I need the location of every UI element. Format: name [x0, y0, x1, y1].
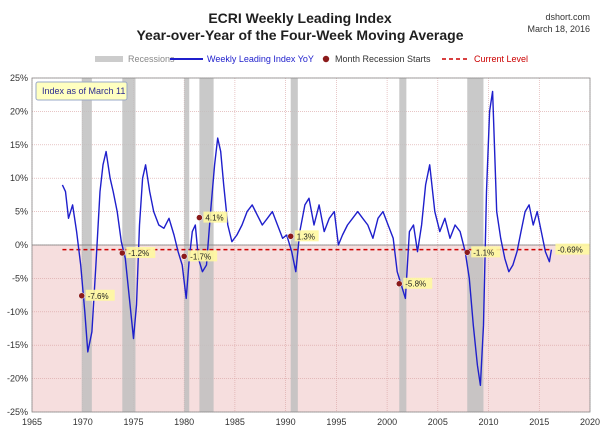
- note-box-text: Index as of March 11: [42, 86, 125, 96]
- x-tick-label: 1995: [326, 417, 346, 427]
- date-label: March 18, 2016: [527, 24, 590, 34]
- positive-region: [32, 78, 590, 245]
- y-tick-label: -20%: [7, 374, 28, 384]
- recession-start-marker: [396, 280, 403, 287]
- data-label: -5.8%: [405, 280, 426, 289]
- y-tick-label: 10%: [10, 173, 28, 183]
- data-label-bg: [85, 289, 115, 301]
- recession-start-marker: [463, 249, 471, 256]
- x-tick-label: 2015: [529, 417, 549, 427]
- data-label-bg: [403, 277, 433, 289]
- series-line: [61, 90, 553, 386]
- data-label: -1.7%: [190, 252, 211, 261]
- recession-start-marker: [196, 214, 203, 221]
- y-tick-label: -10%: [7, 307, 28, 317]
- legend-recession-swatch: [95, 56, 123, 62]
- x-tick-label: 1980: [174, 417, 194, 427]
- current-level-label-bg: [555, 243, 590, 255]
- data-label: -1.1%: [473, 248, 494, 257]
- data-label: 1.3%: [297, 232, 315, 241]
- chart-subtitle: Year-over-Year of the Four-Week Moving A…: [136, 27, 463, 43]
- x-tick-label: 2020: [580, 417, 600, 427]
- note-box: Index as of March 11: [35, 81, 128, 101]
- x-tick-label: 1985: [225, 417, 245, 427]
- x-tick-label: 1975: [123, 417, 143, 427]
- x-tick-label: 1965: [22, 417, 42, 427]
- plot-area: -7.6% -1.2% -1.7% 4.1% 1.3% -5.8% -1.1% -0.69% -…: [7, 73, 600, 427]
- data-label-bg: [203, 211, 228, 223]
- x-tick-label: 2010: [479, 417, 499, 427]
- data-label-bg: [294, 230, 319, 242]
- recession-start-marker: [287, 233, 294, 240]
- y-tick-label: 15%: [10, 140, 28, 150]
- legend-series-label: Weekly Leading Index YoY: [207, 54, 314, 64]
- plot-frame: [31, 77, 591, 413]
- recession-start-marker: [78, 292, 85, 300]
- source-label: dshort.com: [545, 12, 590, 22]
- recession-start-marker: [180, 253, 188, 260]
- data-label: 4.1%: [205, 214, 223, 223]
- chart-title: ECRI Weekly Leading Index: [208, 10, 392, 26]
- data-label-bg: [188, 250, 218, 262]
- y-tick-label: 25%: [10, 73, 28, 83]
- legend: Recessions Weekly Leading Index YoY Mont…: [95, 54, 528, 64]
- y-tick-label: 20%: [10, 106, 28, 116]
- x-tick-label: 2000: [377, 417, 397, 427]
- x-tick-label: 2005: [428, 417, 448, 427]
- negative-region: [32, 245, 590, 412]
- y-tick-label: -5%: [12, 273, 28, 283]
- data-label: -7.6%: [88, 292, 109, 301]
- data-label: -1.2%: [128, 249, 149, 258]
- y-tick-label: -15%: [7, 340, 28, 350]
- legend-level-label: Current Level: [474, 54, 528, 64]
- x-tick-label: 1990: [276, 417, 296, 427]
- y-tick-label: -25%: [7, 407, 28, 417]
- data-label-bg: [471, 246, 501, 258]
- y-tick-label: 0%: [15, 240, 28, 250]
- legend-marker-swatch: [322, 55, 330, 63]
- y-tick-label: 5%: [15, 207, 28, 217]
- legend-marker-label: Month Recession Starts: [335, 54, 431, 64]
- x-tick-label: 1970: [73, 417, 93, 427]
- current-level-label: -0.69%: [557, 246, 582, 255]
- recession-start-marker: [119, 249, 126, 257]
- legend-recessions-label: Recessions: [128, 54, 175, 64]
- data-label-bg: [126, 247, 156, 259]
